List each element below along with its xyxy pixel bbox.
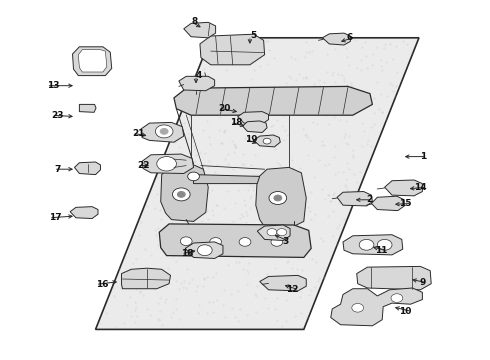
Polygon shape — [238, 112, 269, 124]
Circle shape — [172, 188, 190, 201]
Polygon shape — [179, 76, 215, 91]
Text: 18: 18 — [181, 249, 194, 258]
Text: 16: 16 — [96, 280, 108, 289]
Circle shape — [352, 303, 364, 312]
Text: 13: 13 — [47, 81, 59, 90]
Text: 7: 7 — [54, 165, 60, 174]
Polygon shape — [70, 207, 98, 219]
Polygon shape — [343, 235, 403, 255]
Polygon shape — [122, 268, 171, 289]
Text: 22: 22 — [137, 161, 150, 170]
Text: 21: 21 — [132, 129, 145, 138]
Text: 20: 20 — [218, 104, 230, 112]
Polygon shape — [174, 86, 372, 115]
Circle shape — [210, 238, 221, 246]
Circle shape — [271, 238, 283, 246]
Circle shape — [157, 157, 176, 171]
Text: 15: 15 — [399, 199, 412, 208]
Circle shape — [267, 229, 277, 236]
Circle shape — [263, 138, 271, 144]
Text: 2: 2 — [366, 195, 372, 204]
Polygon shape — [141, 122, 184, 142]
Polygon shape — [385, 180, 422, 196]
Text: 12: 12 — [286, 285, 299, 294]
Polygon shape — [78, 50, 107, 72]
Text: 14: 14 — [414, 183, 426, 192]
Polygon shape — [254, 135, 280, 147]
Circle shape — [155, 125, 173, 138]
Text: 11: 11 — [374, 246, 387, 255]
Text: 6: 6 — [346, 33, 353, 42]
Text: 1: 1 — [420, 152, 426, 161]
Polygon shape — [142, 154, 194, 174]
Circle shape — [377, 239, 392, 250]
Text: 8: 8 — [191, 17, 197, 26]
Circle shape — [359, 239, 374, 250]
Text: 9: 9 — [420, 278, 426, 287]
Polygon shape — [200, 34, 265, 65]
Text: 18: 18 — [230, 118, 243, 127]
Circle shape — [239, 238, 251, 246]
Polygon shape — [371, 196, 404, 211]
Polygon shape — [322, 33, 350, 45]
Polygon shape — [243, 121, 267, 132]
Text: 3: 3 — [283, 237, 289, 246]
Polygon shape — [73, 47, 112, 76]
Circle shape — [160, 129, 168, 134]
Circle shape — [180, 237, 192, 246]
Polygon shape — [260, 275, 306, 291]
Circle shape — [197, 245, 212, 256]
Polygon shape — [159, 224, 311, 257]
Text: 19: 19 — [245, 135, 258, 144]
Polygon shape — [331, 288, 422, 326]
Polygon shape — [79, 104, 96, 112]
Circle shape — [391, 294, 403, 302]
Polygon shape — [161, 164, 208, 221]
Polygon shape — [357, 266, 431, 290]
Polygon shape — [74, 162, 100, 175]
Circle shape — [274, 195, 282, 201]
Circle shape — [177, 192, 185, 197]
Polygon shape — [257, 225, 290, 240]
Text: 5: 5 — [250, 31, 256, 40]
Polygon shape — [184, 22, 216, 38]
Polygon shape — [194, 175, 260, 184]
Circle shape — [277, 229, 287, 236]
Text: 10: 10 — [399, 307, 412, 316]
Text: 17: 17 — [49, 213, 62, 222]
Text: 23: 23 — [51, 111, 64, 120]
Circle shape — [269, 192, 287, 204]
Polygon shape — [185, 242, 223, 258]
Polygon shape — [256, 167, 306, 229]
Polygon shape — [337, 192, 372, 206]
Text: 4: 4 — [196, 71, 202, 80]
Circle shape — [188, 172, 199, 181]
Polygon shape — [96, 38, 419, 329]
